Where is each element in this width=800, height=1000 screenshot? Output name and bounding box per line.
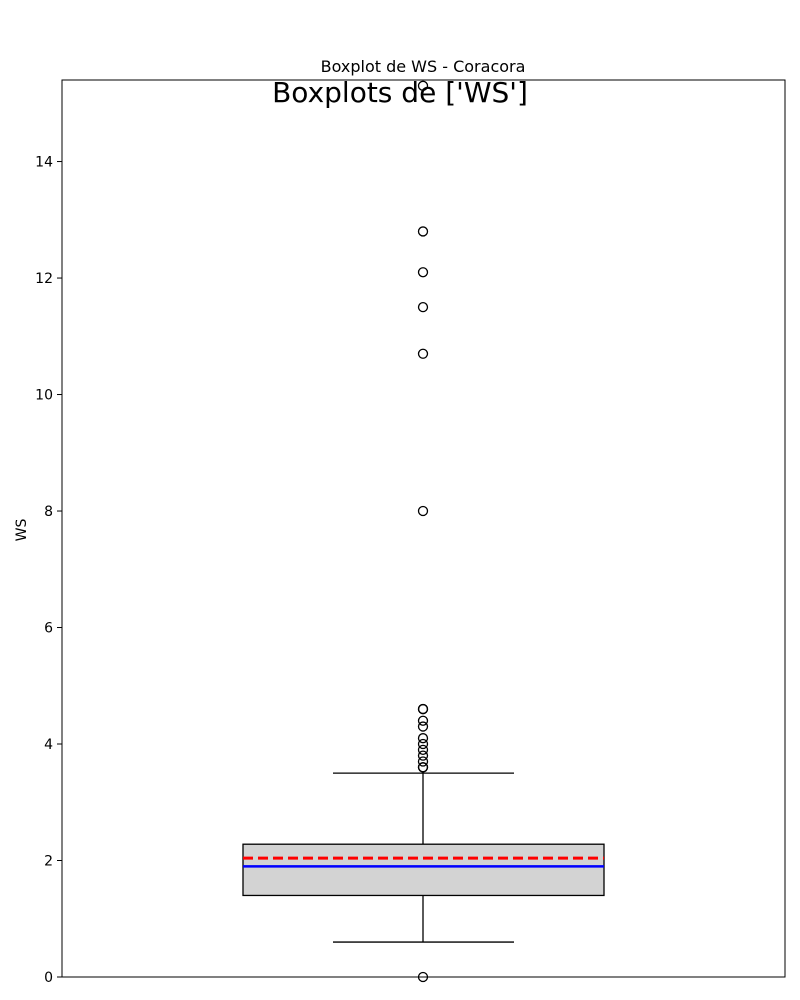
chart-title: Boxplot de WS - Coracora (321, 57, 526, 76)
y-tick-label: 12 (35, 271, 53, 287)
outlier-point (417, 302, 429, 313)
outlier-point (417, 505, 429, 517)
box-series (242, 772, 605, 943)
y-tick-label: 6 (44, 621, 53, 637)
outlier-point (417, 703, 429, 715)
outlier-point (417, 744, 429, 755)
outlier-point (417, 80, 429, 91)
outlier-point (417, 267, 429, 278)
outlier-point (417, 733, 429, 744)
y-tick-label: 10 (35, 388, 53, 404)
outlier-points (417, 80, 429, 983)
y-tick-label: 8 (44, 504, 53, 520)
y-tick-label: 14 (35, 155, 53, 171)
figure-suptitle: Boxplots de ['WS'] (272, 76, 528, 109)
y-axis-label: WS (14, 519, 30, 542)
outlier-point (417, 971, 429, 983)
outlier-point (417, 226, 429, 237)
iqr-box (242, 843, 605, 897)
y-tick-label: 2 (44, 854, 53, 870)
outlier-point (417, 348, 429, 359)
outlier-point (417, 721, 429, 732)
y-tick-label: 0 (44, 970, 53, 986)
outlier-point (417, 762, 429, 773)
outlier-point (417, 750, 429, 761)
outlier-point (417, 756, 429, 767)
y-axis: 0 2 4 6 8 10 14 12 (35, 155, 62, 986)
outlier-point (417, 738, 429, 750)
outlier-point (417, 715, 429, 726)
y-tick-label: 4 (44, 737, 53, 753)
